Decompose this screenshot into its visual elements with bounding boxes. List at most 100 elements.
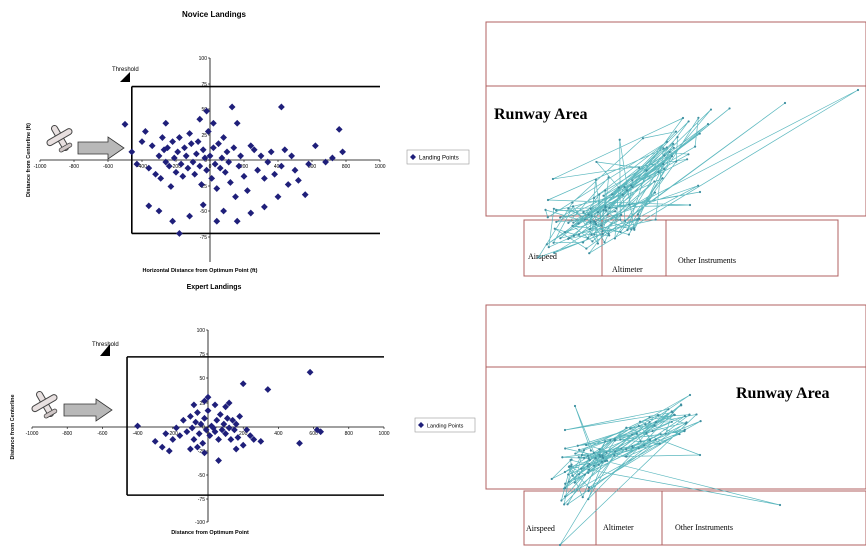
gaze-fixation-point	[653, 424, 656, 427]
expert-landing-point	[222, 403, 229, 411]
gaze-fixation-point	[654, 438, 657, 441]
gaze-fixation-point	[606, 213, 609, 216]
novice-x-axis-label: Horizontal Distance from Optimum Point (…	[143, 268, 258, 274]
gaze-fixation-point	[631, 446, 634, 449]
gaze-fixation-point	[605, 451, 608, 454]
novice-legend-label: Landing Points	[419, 156, 459, 162]
gaze-fixation-point	[613, 438, 616, 441]
gaze-fixation-point	[675, 160, 678, 163]
novice-landing-point	[186, 130, 193, 137]
novice-landing-point	[218, 154, 226, 162]
novice-landing-point	[284, 181, 292, 188]
gaze-fixation-point	[623, 185, 626, 189]
gaze-fixation-point	[587, 457, 590, 460]
bottom-runway-panel	[485, 366, 866, 490]
expert-x-tick-label: -800	[62, 431, 72, 437]
novice-landing-point	[335, 126, 343, 133]
gaze-fixation-point	[656, 413, 660, 417]
expert-x-tick-label: -600	[97, 431, 107, 437]
gaze-fixation-point	[586, 454, 589, 457]
gaze-fixation-point	[601, 456, 604, 459]
gaze-fixation-point	[583, 218, 587, 221]
gaze-fixation-point	[709, 108, 713, 111]
gaze-fixation-point	[644, 423, 647, 426]
novice-landing-point	[225, 158, 233, 166]
expert-y-axis-label: Distance from Centerline	[10, 394, 16, 459]
novice-landing-point	[145, 164, 153, 172]
novice-landing-point	[198, 181, 205, 188]
expert-landing-point	[223, 414, 231, 422]
gaze-fixation-point	[537, 256, 540, 259]
threshold-flag-icon	[100, 344, 110, 356]
gaze-fixation-point	[576, 444, 579, 447]
gaze-fixation-point	[706, 123, 710, 126]
gaze-fixation-point	[631, 179, 634, 182]
novice-x-tick-label: -400	[137, 164, 147, 170]
novice-landing-point	[199, 146, 207, 154]
expert-landing-point	[201, 397, 208, 405]
gaze-fixation-point	[685, 421, 688, 424]
gaze-fixation-point	[636, 213, 639, 216]
expert-landing-point	[202, 426, 210, 434]
expert-landing-point	[257, 437, 265, 445]
novice-landing-point	[264, 158, 272, 166]
gaze-fixation-point	[620, 213, 623, 217]
novice-landing-point	[278, 103, 285, 111]
expert-y-tick-label: 25	[199, 401, 205, 407]
novice-landing-point	[250, 146, 258, 154]
gaze-fixation-point	[604, 440, 607, 443]
novice-landing-point	[186, 212, 193, 220]
gaze-fixation-point	[596, 242, 600, 245]
gaze-fixation-point	[587, 486, 591, 489]
gaze-fixation-point	[578, 448, 581, 451]
novice-landing-point	[167, 183, 175, 190]
novice-landing-point	[244, 187, 251, 194]
gaze-fixation-point	[586, 464, 589, 467]
gaze-fixation-point	[637, 424, 640, 428]
gaze-fixation-point	[614, 450, 617, 453]
gaze-fixation-point	[681, 116, 685, 120]
gaze-fixation-point	[638, 166, 641, 169]
gaze-fixation-point	[558, 543, 562, 547]
expert-x-ticks: -1000 -800 -600 -400 -200 0 200 400 600 800 1000	[26, 427, 390, 437]
novice-landing-point	[191, 170, 199, 178]
expert-landing-point	[190, 401, 198, 409]
gaze-fixation-point	[687, 120, 690, 123]
novice-landing-point	[187, 140, 195, 148]
novice-landing-point	[176, 230, 183, 237]
bottom-runway-area-label: Runway Area	[736, 385, 830, 402]
gaze-fixation-point	[609, 438, 612, 442]
expert-landing-point	[199, 439, 207, 447]
gaze-fixation-point	[607, 176, 610, 179]
gaze-fixation-point	[856, 88, 860, 92]
gaze-fixation-point	[578, 473, 581, 476]
expert-landing-point	[264, 386, 272, 393]
novice-landing-point	[235, 162, 243, 170]
expert-landing-point	[172, 424, 180, 432]
novice-landing-point	[196, 162, 204, 170]
novice-x-tick-label: 800	[342, 164, 351, 170]
novice-landing-point	[261, 203, 268, 211]
expert-landing-point	[188, 424, 196, 432]
gaze-fixation-point	[570, 463, 573, 466]
gaze-fixation-point	[589, 449, 592, 452]
expert-landing-point	[204, 407, 212, 415]
gaze-fixation-point	[664, 432, 667, 435]
gaze-fixation-point	[653, 191, 657, 194]
top-runway-area-label: Runway Area	[494, 106, 588, 123]
gaze-fixation-point	[588, 458, 591, 462]
expert-landing-point	[213, 416, 221, 424]
expert-landing-point	[194, 443, 201, 451]
gaze-fixation-point	[572, 221, 575, 224]
novice-landing-point	[159, 134, 166, 141]
novice-landing-point	[247, 142, 255, 150]
expert-landing-point	[227, 436, 235, 443]
novice-landing-point	[206, 152, 214, 160]
gaze-fixation-point	[648, 420, 651, 424]
gaze-fixation-point	[608, 234, 611, 237]
novice-landing-point	[176, 134, 183, 141]
novice-landing-point	[232, 193, 239, 201]
gaze-fixation-point	[587, 213, 590, 216]
gaze-fixation-point	[629, 427, 632, 430]
